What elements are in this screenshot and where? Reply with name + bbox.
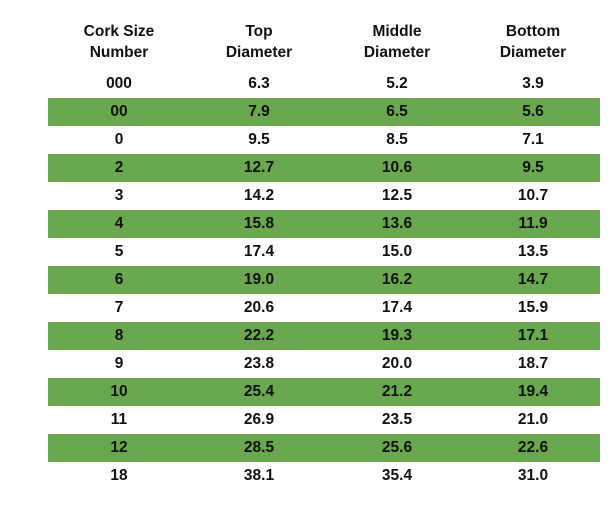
bottom-diameter-cell: 10.7 [517,187,549,204]
table-row: 12 28.5 25.6 22.6 [48,434,600,462]
cork-size-cell: 4 [48,210,190,238]
header-line: Number [89,44,149,61]
cork-size-cell: 18 [110,467,128,484]
cork-size-cell: 12 [48,434,190,462]
cork-size-cell: 000 [106,75,132,92]
bottom-diameter-cell: 19.4 [466,378,600,406]
cork-size-cell: 2 [48,154,190,182]
middle-diameter-cell: 5.2 [386,75,408,92]
table-row: 000 6.3 5.2 3.9 [48,70,600,98]
bottom-diameter-cell: 3.9 [522,75,544,92]
cork-size-cell: 0 [114,131,124,148]
cork-size-table-container: Cork Size Number Top Diameter Middle Dia… [48,14,600,490]
bottom-diameter-cell: 11.9 [466,210,600,238]
cork-size-cell: 5 [114,243,124,260]
cork-size-cell: 6 [48,266,190,294]
header-top-diameter: Top Diameter [190,14,328,70]
middle-diameter-cell: 16.2 [328,266,466,294]
bottom-diameter-cell: 14.7 [466,266,600,294]
table-row: 3 14.2 12.5 10.7 [48,182,600,210]
table-row: 18 38.1 35.4 31.0 [48,462,600,490]
header-line: Diameter [225,44,293,61]
table-row: 11 26.9 23.5 21.0 [48,406,600,434]
header-line: Bottom [505,23,561,40]
middle-diameter-cell: 20.0 [381,355,413,372]
bottom-diameter-cell: 15.9 [517,299,549,316]
cork-size-cell: 10 [48,378,190,406]
table-header: Cork Size Number Top Diameter Middle Dia… [48,14,600,70]
cork-size-cell: 7 [114,299,124,316]
bottom-diameter-cell: 13.5 [517,243,549,260]
middle-diameter-cell: 15.0 [381,243,413,260]
header-cork-size-number: Cork Size Number [48,14,190,70]
middle-diameter-cell: 21.2 [328,378,466,406]
top-diameter-cell: 25.4 [190,378,328,406]
cork-size-cell: 00 [48,98,190,126]
top-diameter-cell: 20.6 [243,299,275,316]
middle-diameter-cell: 25.6 [328,434,466,462]
top-diameter-cell: 17.4 [243,243,275,260]
top-diameter-cell: 22.2 [190,322,328,350]
top-diameter-cell: 12.7 [190,154,328,182]
top-diameter-cell: 14.2 [243,187,275,204]
header-bottom-diameter: Bottom Diameter [466,14,600,70]
header-line: Diameter [363,44,431,61]
bottom-diameter-cell: 17.1 [466,322,600,350]
table-body: 000 6.3 5.2 3.9 00 7.9 6.5 5.6 0 9.5 8.5 7.1 2 12.7 10… [48,70,600,490]
middle-diameter-cell: 8.5 [386,131,408,148]
bottom-diameter-cell: 5.6 [466,98,600,126]
top-diameter-cell: 9.5 [248,131,270,148]
table-row: 6 19.0 16.2 14.7 [48,266,600,294]
cork-size-cell: 3 [114,187,124,204]
bottom-diameter-cell: 18.7 [517,355,549,372]
table-row: 00 7.9 6.5 5.6 [48,98,600,126]
bottom-diameter-cell: 31.0 [517,467,549,484]
middle-diameter-cell: 6.5 [328,98,466,126]
cork-size-cell: 11 [110,411,128,428]
header-line: Top [245,23,273,40]
header-line: Middle [372,23,422,40]
middle-diameter-cell: 17.4 [381,299,413,316]
table-row: 7 20.6 17.4 15.9 [48,294,600,322]
bottom-diameter-cell: 21.0 [517,411,549,428]
top-diameter-cell: 15.8 [190,210,328,238]
header-middle-diameter: Middle Diameter [328,14,466,70]
header-line: Diameter [499,44,567,61]
table-row: 5 17.4 15.0 13.5 [48,238,600,266]
middle-diameter-cell: 19.3 [328,322,466,350]
bottom-diameter-cell: 9.5 [466,154,600,182]
top-diameter-cell: 26.9 [243,411,275,428]
top-diameter-cell: 7.9 [190,98,328,126]
middle-diameter-cell: 23.5 [381,411,413,428]
middle-diameter-cell: 35.4 [381,467,413,484]
middle-diameter-cell: 10.6 [328,154,466,182]
middle-diameter-cell: 12.5 [381,187,413,204]
top-diameter-cell: 38.1 [243,467,275,484]
header-row: Cork Size Number Top Diameter Middle Dia… [48,14,600,70]
middle-diameter-cell: 13.6 [328,210,466,238]
cork-size-cell: 9 [114,355,124,372]
table-row: 4 15.8 13.6 11.9 [48,210,600,238]
table-row: 0 9.5 8.5 7.1 [48,126,600,154]
bottom-diameter-cell: 22.6 [466,434,600,462]
table-row: 10 25.4 21.2 19.4 [48,378,600,406]
header-line: Cork Size [83,23,155,40]
table-row: 2 12.7 10.6 9.5 [48,154,600,182]
cork-size-table: Cork Size Number Top Diameter Middle Dia… [48,14,600,490]
top-diameter-cell: 19.0 [190,266,328,294]
table-row: 9 23.8 20.0 18.7 [48,350,600,378]
table-row: 8 22.2 19.3 17.1 [48,322,600,350]
cork-size-cell: 8 [48,322,190,350]
top-diameter-cell: 6.3 [248,75,270,92]
top-diameter-cell: 28.5 [190,434,328,462]
top-diameter-cell: 23.8 [243,355,275,372]
bottom-diameter-cell: 7.1 [522,131,544,148]
